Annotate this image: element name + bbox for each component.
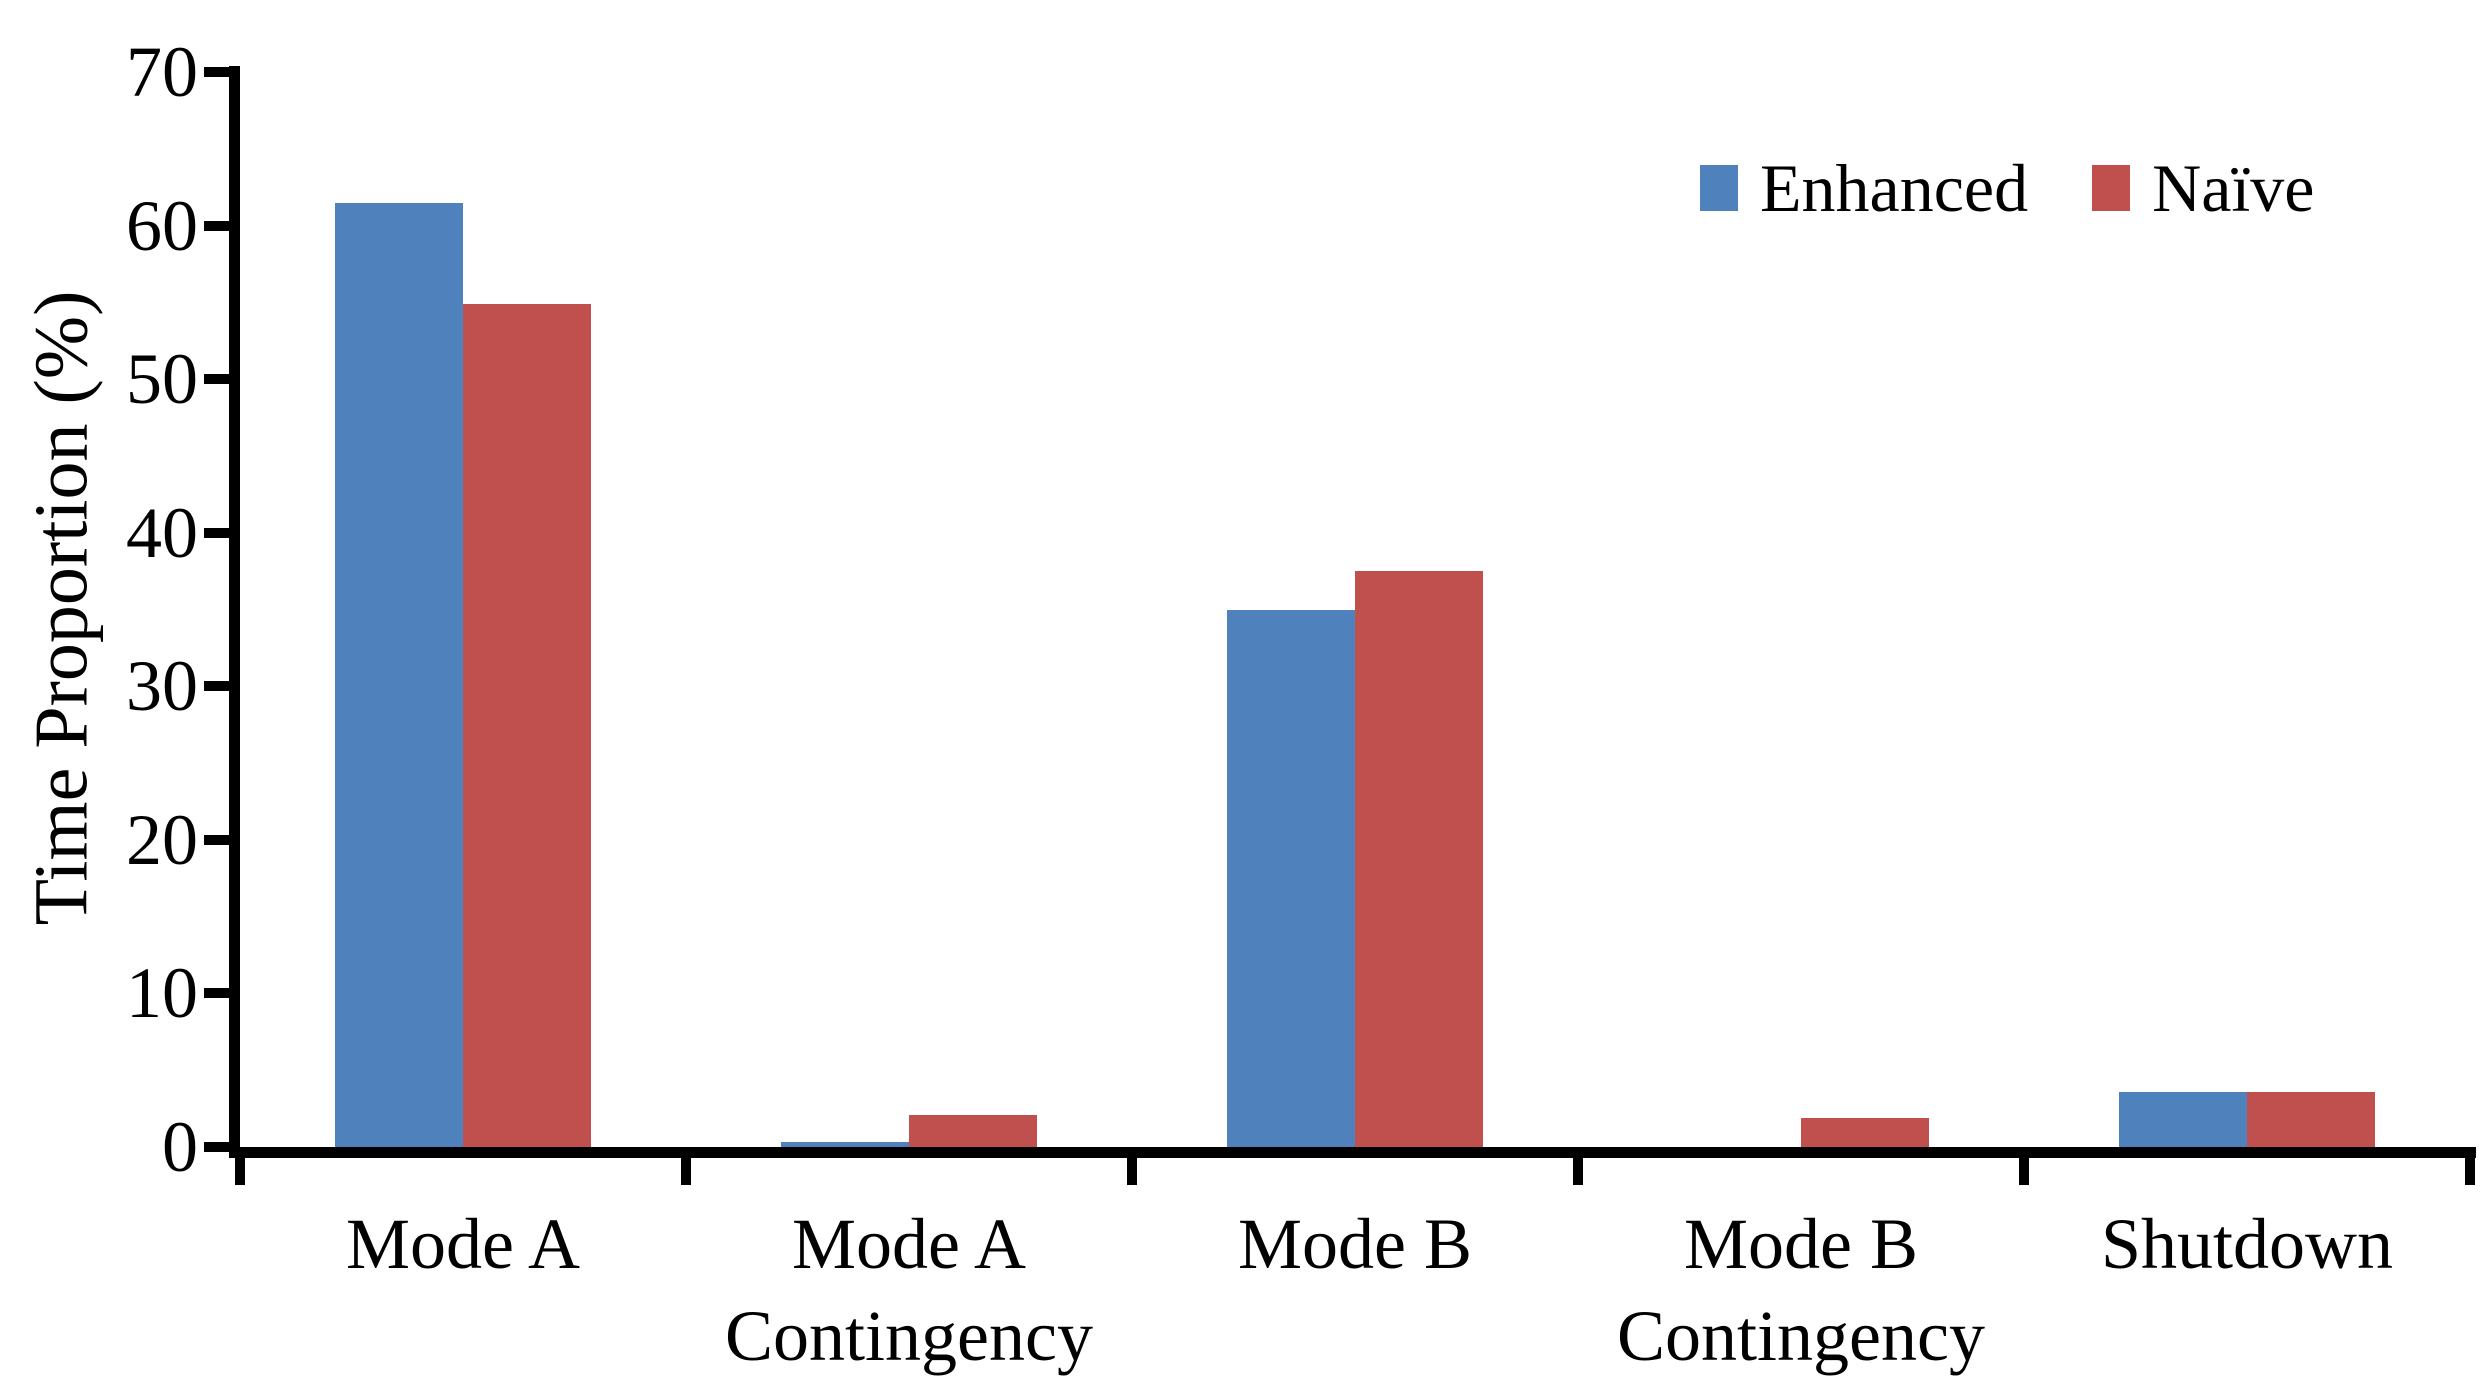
x-tick-mark: [2465, 1147, 2475, 1185]
x-category-label: Mode B Contingency: [1578, 1198, 2024, 1382]
x-category-label: Mode A: [240, 1198, 686, 1290]
y-tick-mark: [204, 1142, 240, 1152]
x-category-label-line: Contingency: [725, 1296, 1093, 1376]
legend-swatch-icon: [2092, 165, 2131, 211]
bar-enhanced-cat1: [781, 1142, 909, 1147]
x-tick-mark: [235, 1147, 245, 1185]
y-tick-label: 10: [126, 953, 198, 1034]
y-tick-label: 40: [126, 492, 198, 573]
x-tick-mark: [1573, 1147, 1583, 1185]
x-tick-mark: [2019, 1147, 2029, 1185]
bar-enhanced-cat2: [1227, 609, 1355, 1147]
bar-nave-cat4: [2247, 1091, 2375, 1147]
bar-enhanced-cat0: [335, 202, 463, 1147]
bar-nave-cat2: [1355, 571, 1483, 1147]
x-category-label-line: Mode A: [792, 1204, 1026, 1284]
x-axis-line: [229, 1147, 2476, 1158]
x-category-label-line: Mode B: [1238, 1204, 1472, 1284]
y-tick-label: 60: [126, 185, 198, 266]
x-category-label-line: Mode A: [346, 1204, 580, 1284]
x-category-label: Shutdown: [2024, 1198, 2470, 1290]
legend-swatch-icon: [1700, 165, 1738, 211]
legend-label: Naïve: [2152, 150, 2315, 226]
y-tick-label: 0: [162, 1107, 198, 1187]
y-tick-mark: [204, 67, 240, 77]
y-tick-mark: [204, 527, 240, 538]
x-category-label-line: Shutdown: [2100, 1204, 2394, 1284]
bar-nave-cat3: [1801, 1117, 1929, 1147]
x-tick-mark: [1127, 1147, 1137, 1185]
x-category-label-line: Mode B: [1684, 1204, 1918, 1284]
x-category-label-line: Contingency: [1617, 1296, 1985, 1376]
x-category-label: Mode A Contingency: [686, 1198, 1132, 1382]
y-axis-line: [229, 66, 240, 1158]
legend-item-1: Naïve: [2092, 150, 2314, 226]
bar-enhanced-cat4: [2119, 1091, 2247, 1147]
x-tick-mark: [681, 1147, 691, 1185]
y-tick-mark: [204, 220, 240, 231]
bar-nave-cat0: [463, 303, 591, 1147]
y-tick-mark: [204, 834, 240, 845]
y-tick-mark: [204, 374, 240, 385]
legend-label: Enhanced: [1760, 150, 2029, 226]
legend-item-0: Enhanced: [1700, 150, 2028, 226]
legend: Enhanced Naïve: [1700, 150, 2314, 226]
y-tick-mark: [204, 681, 240, 692]
y-tick-label: 20: [126, 799, 198, 880]
y-tick-mark: [204, 988, 240, 999]
y-tick-label: 50: [126, 339, 198, 420]
bar-nave-cat1: [909, 1114, 1037, 1147]
y-tick-label: 30: [126, 646, 198, 727]
x-category-label: Mode B: [1132, 1198, 1578, 1290]
y-tick-label: 70: [126, 32, 198, 112]
